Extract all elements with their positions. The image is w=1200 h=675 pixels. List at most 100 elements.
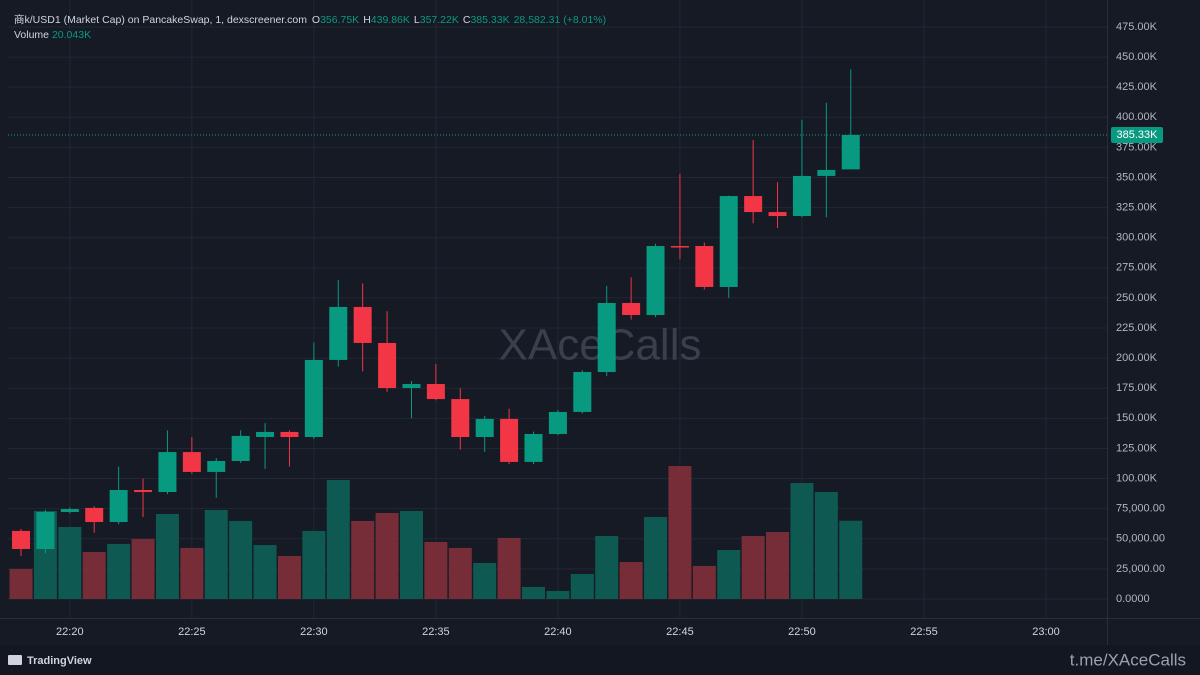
ohlc-letter: H <box>363 14 371 26</box>
volume-bar <box>351 520 375 599</box>
candle-body <box>792 175 811 217</box>
link: t.me/XAceCalls <box>1070 650 1186 669</box>
volume-bar <box>302 530 326 599</box>
candle-body <box>646 246 665 316</box>
volume-bar <box>717 549 741 599</box>
volume-bar <box>692 565 716 599</box>
y-tick-label: 425.00K <box>1116 81 1158 93</box>
x-tick-label: 22:45 <box>666 626 694 638</box>
volume-bar <box>277 555 301 599</box>
x-tick-label: 22:20 <box>56 626 84 638</box>
volume-bar <box>375 512 399 599</box>
brand: TradingView <box>27 655 92 667</box>
x-tick-label: 22:30 <box>300 626 328 638</box>
candle-body <box>768 212 787 217</box>
y-tick-label: 200.00K <box>1116 352 1158 364</box>
volume-bar <box>253 545 277 599</box>
y-tick-label: 375.00K <box>1116 141 1158 153</box>
legend-row: Volume 20.043K <box>14 28 610 43</box>
candle-body <box>426 384 445 400</box>
volume-bar <box>107 543 131 599</box>
y-tick-label: 250.00K <box>1116 292 1158 304</box>
x-tick-label: 22:25 <box>178 626 206 638</box>
candle-body <box>60 509 79 513</box>
candle-body <box>500 418 519 462</box>
y-tick-label: 475.00K <box>1116 21 1158 33</box>
y-tick-label: 25,000.00 <box>1116 563 1165 575</box>
candle-body <box>744 196 763 213</box>
y-tick-label: 175.00K <box>1116 382 1158 394</box>
candle-body <box>36 512 55 549</box>
candle-body <box>207 460 226 472</box>
candle-body <box>622 302 641 316</box>
candle-body <box>451 399 470 438</box>
candle-body <box>524 433 543 462</box>
candle-body <box>182 452 201 472</box>
x-tick-label: 22:35 <box>422 626 450 638</box>
candle-body <box>304 359 323 438</box>
y-tick-label: 275.00K <box>1116 262 1158 274</box>
candle-body <box>256 431 275 438</box>
y-tick-label: 125.00K <box>1116 442 1158 454</box>
volume-value: 20.043K <box>51 29 92 41</box>
ohlc-value: 385.33K <box>470 14 510 26</box>
volume-label: Volume <box>14 29 50 41</box>
last-price-label: 385.33K <box>1117 129 1159 141</box>
ohlc-letter: O <box>311 14 321 26</box>
candle-body <box>109 489 128 523</box>
candle-body <box>134 489 153 493</box>
ohlc-letter: L <box>413 14 420 26</box>
candle-body <box>719 196 738 287</box>
last-price-box <box>1111 126 1163 143</box>
candle-body <box>280 431 299 438</box>
volume-bar <box>180 547 204 599</box>
change: 28,582.31 (+8.01%) <box>513 14 607 26</box>
volume-bar <box>229 520 253 599</box>
volume-bar <box>58 526 82 599</box>
x-tick-label: 23:00 <box>1032 626 1060 638</box>
y-tick-label: 150.00K <box>1116 412 1158 424</box>
volume-bar <box>9 568 33 599</box>
candle-body <box>573 371 592 412</box>
legend: 商k/USD1 (Market Cap) on PancakeSwap, 1, … <box>14 13 610 43</box>
candle-body <box>841 134 860 170</box>
candle-body <box>12 530 31 549</box>
ohlc-value: 356.75K <box>320 14 360 26</box>
candle-body <box>670 246 689 248</box>
y-tick-label: 225.00K <box>1116 322 1158 334</box>
volume-bar <box>741 535 765 599</box>
x-tick-label: 22:50 <box>788 626 816 638</box>
volume-bar <box>668 465 692 599</box>
volume-bar <box>399 510 423 599</box>
candle-body <box>597 302 616 372</box>
candle-body <box>353 306 372 343</box>
candle-body <box>817 169 836 176</box>
x-tick-label: 22:40 <box>544 626 572 638</box>
volume-bar <box>595 535 619 599</box>
volume-bar <box>204 509 228 599</box>
candle-body <box>548 411 567 434</box>
volume-bar <box>131 538 155 599</box>
volume-bar <box>546 590 570 599</box>
symbol: 商k/USD1 (Market Cap) on PancakeSwap, 1, … <box>14 14 307 26</box>
volume-bar <box>766 531 790 599</box>
candle-body <box>231 435 250 461</box>
volume-bar <box>424 541 448 599</box>
y-tick-label: 300.00K <box>1116 232 1158 244</box>
ohlc-value: 439.86K <box>370 14 410 26</box>
volume-bar <box>570 573 594 599</box>
candle-body <box>402 384 421 388</box>
x-tick-label: 22:55 <box>910 626 938 638</box>
ohlc-value: 357.22K <box>419 14 459 26</box>
y-tick-label: 0.0000 <box>1116 593 1150 605</box>
volume-bar <box>473 562 497 599</box>
volume-bar <box>497 537 521 599</box>
volume-bar <box>790 482 814 599</box>
volume-bar <box>155 513 179 599</box>
y-tick-label: 100.00K <box>1116 472 1158 484</box>
footer-bar <box>0 645 1200 675</box>
y-tick-label: 450.00K <box>1116 51 1158 63</box>
volume-bar <box>814 491 838 599</box>
